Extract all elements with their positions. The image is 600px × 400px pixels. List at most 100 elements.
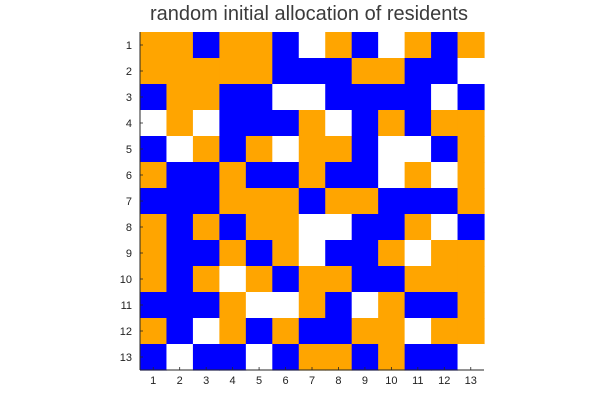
heatmap-cell-r11-c8 <box>325 292 353 319</box>
y-tick-label-4: 4 <box>126 118 132 130</box>
y-tick-label-3: 3 <box>126 92 132 104</box>
heatmap-cell-r6-c9 <box>351 162 379 189</box>
heatmap-cell-r7-c13 <box>457 188 485 215</box>
heatmap-cell-r9-c1 <box>140 240 168 267</box>
heatmap-cell-r12-c12 <box>431 318 459 345</box>
x-tick-label-12: 12 <box>438 375 450 387</box>
heatmap-cell-r6-c1 <box>140 162 168 189</box>
heatmap-cell-r10-c1 <box>140 266 168 293</box>
y-tick-label-2: 2 <box>126 66 132 78</box>
heatmap-cell-r11-c12 <box>431 292 459 319</box>
heatmap-cell-r8-c12 <box>431 214 459 241</box>
heatmap-cell-r4-c5 <box>245 110 273 137</box>
heatmap-cell-r4-c13 <box>457 110 485 137</box>
heatmap-cell-r1-c10 <box>378 32 406 59</box>
heatmap-cell-r1-c9 <box>351 32 379 59</box>
heatmap-cell-r13-c1 <box>140 344 168 371</box>
heatmap-cell-r8-c8 <box>325 214 353 241</box>
heatmap-cell-r6-c13 <box>457 162 485 189</box>
heatmap-cell-r12-c2 <box>166 318 194 345</box>
heatmap-cell-r5-c11 <box>404 136 432 163</box>
heatmap-cell-r4-c12 <box>431 110 459 137</box>
heatmap-cell-r6-c7 <box>298 162 326 189</box>
y-tick-label-7: 7 <box>126 196 132 208</box>
heatmap-cell-r10-c12 <box>431 266 459 293</box>
heatmap-cell-r10-c2 <box>166 266 194 293</box>
heatmap-cell-r1-c11 <box>404 32 432 59</box>
heatmap-cell-r4-c8 <box>325 110 353 137</box>
heatmap-cell-r9-c7 <box>298 240 326 267</box>
heatmap-cell-r11-c4 <box>219 292 247 319</box>
heatmap-cell-r12-c11 <box>404 318 432 345</box>
x-tick-label-9: 9 <box>362 375 368 387</box>
heatmap-cell-r6-c2 <box>166 162 194 189</box>
heatmap-cell-r5-c7 <box>298 136 326 163</box>
heatmap-cell-r10-c11 <box>404 266 432 293</box>
y-tick-label-5: 5 <box>126 144 132 156</box>
heatmap-cell-r11-c1 <box>140 292 168 319</box>
heatmap-cell-r5-c12 <box>431 136 459 163</box>
heatmap-cell-r7-c5 <box>245 188 273 215</box>
y-tick-label-11: 11 <box>121 300 132 312</box>
heatmap-cell-r10-c5 <box>245 266 273 293</box>
heatmap-cell-r12-c4 <box>219 318 247 345</box>
heatmap-cell-r1-c7 <box>298 32 326 59</box>
heatmap-cell-r11-c7 <box>298 292 326 319</box>
heatmap-cell-r1-c12 <box>431 32 459 59</box>
heatmap-cell-r9-c5 <box>245 240 273 267</box>
heatmap-cell-r2-c2 <box>166 58 194 85</box>
heatmap-cell-r12-c8 <box>325 318 353 345</box>
heatmap-cell-r6-c11 <box>404 162 432 189</box>
heatmap-cell-r11-c3 <box>192 292 220 319</box>
heatmap-cell-r9-c11 <box>404 240 432 267</box>
heatmap-cell-r1-c4 <box>219 32 247 59</box>
heatmap-cell-r5-c5 <box>245 136 273 163</box>
heatmap-cell-r3-c8 <box>325 84 353 111</box>
heatmap-cell-r5-c10 <box>378 136 406 163</box>
heatmap-cell-r12-c6 <box>272 318 300 345</box>
heatmap-cell-r2-c9 <box>351 58 379 85</box>
heatmap-cell-r6-c10 <box>378 162 406 189</box>
heatmap-cell-r10-c6 <box>272 266 300 293</box>
heatmap-cell-r12-c5 <box>245 318 273 345</box>
heatmap-cell-r2-c5 <box>245 58 273 85</box>
heatmap-cell-r4-c1 <box>140 110 168 137</box>
heatmap-cell-r3-c13 <box>457 84 485 111</box>
heatmap-cell-r13-c10 <box>378 344 406 371</box>
heatmap-cell-r5-c2 <box>166 136 194 163</box>
heatmap-cell-r9-c4 <box>219 240 247 267</box>
heatmap-cell-r13-c5 <box>245 344 273 371</box>
heatmap-cell-r9-c10 <box>378 240 406 267</box>
heatmap-cell-r1-c3 <box>192 32 220 59</box>
heatmap-cell-r3-c9 <box>351 84 379 111</box>
heatmap-cell-r13-c2 <box>166 344 194 371</box>
heatmap-cell-r4-c4 <box>219 110 247 137</box>
heatmap-cell-r10-c13 <box>457 266 485 293</box>
heatmap-cell-r2-c10 <box>378 58 406 85</box>
y-tick-label-12: 12 <box>120 326 132 338</box>
heatmap-cell-r3-c6 <box>272 84 300 111</box>
heatmap-cell-r8-c9 <box>351 214 379 241</box>
heatmap-cell-r8-c11 <box>404 214 432 241</box>
heatmap-cell-r3-c10 <box>378 84 406 111</box>
heatmap-cell-r2-c13 <box>457 58 485 85</box>
heatmap-cell-r2-c7 <box>298 58 326 85</box>
y-tick-label-8: 8 <box>126 222 132 234</box>
x-tick-label-8: 8 <box>335 375 341 387</box>
heatmap-cell-r3-c11 <box>404 84 432 111</box>
heatmap-cell-r9-c12 <box>431 240 459 267</box>
heatmap-cell-r1-c5 <box>245 32 273 59</box>
heatmap-cell-r1-c8 <box>325 32 353 59</box>
heatmap-cell-r13-c9 <box>351 344 379 371</box>
heatmap-cell-r9-c13 <box>457 240 485 267</box>
heatmap-cell-r2-c4 <box>219 58 247 85</box>
heatmap-cell-r8-c7 <box>298 214 326 241</box>
heatmap-cell-r11-c11 <box>404 292 432 319</box>
heatmap-cell-r10-c9 <box>351 266 379 293</box>
heatmap-cell-r4-c11 <box>404 110 432 137</box>
heatmap-cell-r13-c13 <box>457 344 485 371</box>
heatmap-cell-r2-c11 <box>404 58 432 85</box>
heatmap-cell-r11-c13 <box>457 292 485 319</box>
